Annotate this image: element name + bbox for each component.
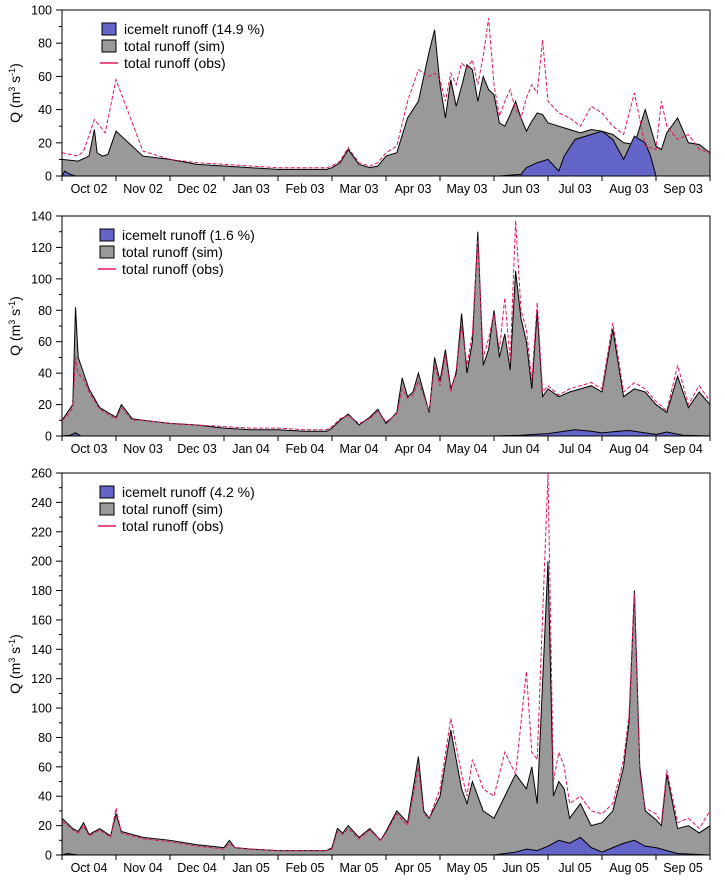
x-tick-label: Oct 04: [71, 861, 108, 875]
y-tick-label: 80: [38, 731, 52, 745]
legend-sim-swatch: [99, 502, 115, 516]
icemelt-runoff-area: [62, 131, 710, 176]
sim-runoff-area: [62, 231, 710, 436]
x-tick-label: Jan 04: [232, 442, 270, 456]
chart-panel-3: 0 20 40 60 80 100 120 140 160 180 200 220 240 260 Oct …: [7, 467, 711, 875]
y-tick-label: 100: [31, 702, 52, 716]
x-tick-label: May 05: [447, 861, 488, 875]
icemelt-runoff-area: [62, 837, 710, 855]
y-tick-label: 0: [45, 170, 52, 184]
obs-runoff-line: [61, 472, 711, 852]
x-tick-label: Mar 05: [340, 861, 379, 875]
y-tick-label: 220: [31, 525, 52, 539]
y-tick-label: 260: [31, 467, 52, 481]
y-tick-label: 100: [31, 4, 52, 18]
x-tick-label: Apr 03: [395, 182, 432, 196]
y-tick-label: 140: [31, 643, 52, 657]
legend-icemelt-swatch: [99, 485, 115, 499]
x-tick-label: Mar 03: [340, 182, 379, 196]
x-tick-label: Dec 02: [177, 182, 217, 196]
sim-runoff-area: [62, 561, 710, 855]
x-tick-label: May 04: [447, 442, 488, 456]
x-tick-label: Dec 04: [177, 861, 217, 875]
y-tick-label: 120: [31, 672, 52, 686]
y-tick-label: 100: [31, 272, 52, 286]
x-tick-label: Dec 03: [177, 442, 217, 456]
sim-runoff-area: [62, 29, 710, 177]
x-tick-label: Sep 04: [663, 442, 703, 456]
y-tick-label: 60: [38, 70, 52, 84]
x-tick-label: Feb 04: [286, 442, 325, 456]
chart-panel-2: 0 20 40 60 80 100 120 140 Oct 03 Nov 03 Dec 03 Jan …: [7, 210, 711, 456]
sim-runoff-outline: [61, 561, 711, 852]
y-tick-label: 200: [31, 555, 52, 569]
sim-runoff-outline: [61, 231, 711, 432]
legend-sim-label: total runoff (sim): [122, 501, 223, 517]
legend-sim-label: total runoff (sim): [122, 244, 223, 260]
x-tick-label: Jun 03: [502, 182, 540, 196]
x-tick-label: Aug 03: [609, 182, 649, 196]
y-tick-label: 20: [38, 398, 52, 412]
x-tick-label: Jul 05: [558, 861, 591, 875]
x-tick-label: Sep 03: [663, 182, 703, 196]
y-tick-label: 240: [31, 496, 52, 510]
x-tick-label: Nov 04: [123, 861, 163, 875]
legend-sim-swatch: [101, 39, 117, 53]
legend-obs-label: total runoff (obs): [122, 261, 224, 277]
y-tick-label: 40: [38, 103, 52, 117]
legend-icemelt-swatch: [99, 228, 115, 242]
y-tick-label: 140: [31, 210, 52, 224]
legend-sim-swatch: [99, 245, 115, 259]
y-tick-label: 20: [38, 819, 52, 833]
y-tick-label: 0: [45, 849, 52, 863]
y-tick-label: 80: [38, 304, 52, 318]
y-tick-label: 40: [38, 367, 52, 381]
x-tick-label: Mar 04: [340, 442, 379, 456]
icemelt-runoff-area: [62, 429, 710, 436]
x-tick-label: Sep 05: [663, 861, 703, 875]
y-axis-label: Q (m3 s-1): [7, 634, 23, 694]
x-tick-label: Apr 04: [395, 442, 432, 456]
y-tick-label: 60: [38, 760, 52, 774]
legend-obs-label: total runoff (obs): [124, 55, 226, 71]
y-tick-label: 180: [31, 584, 52, 598]
obs-runoff-line: [61, 18, 711, 169]
x-tick-label: Nov 02: [123, 182, 163, 196]
legend-icemelt-label: icemelt runoff (4.2 %): [122, 484, 255, 500]
x-tick-label: Jul 03: [558, 182, 591, 196]
y-axis-label: Q (m3 s-1): [7, 63, 23, 123]
y-tick-label: 40: [38, 790, 52, 804]
x-tick-label: Feb 05: [286, 861, 325, 875]
x-tick-label: Feb 03: [286, 182, 325, 196]
x-tick-label: Nov 03: [123, 442, 163, 456]
x-tick-label: Aug 04: [609, 442, 649, 456]
legend-obs-label: total runoff (obs): [122, 518, 224, 534]
y-tick-label: 0: [45, 430, 52, 444]
legend-icemelt-label: icemelt runoff (14.9 %): [124, 21, 265, 37]
x-tick-label: Apr 05: [395, 861, 432, 875]
y-tick-label: 160: [31, 613, 52, 627]
x-tick-label: Jan 05: [232, 861, 270, 875]
y-tick-label: 20: [38, 136, 52, 150]
obs-runoff-line: [61, 220, 711, 431]
y-tick-label: 80: [38, 37, 52, 51]
x-tick-label: Jun 05: [502, 861, 540, 875]
x-tick-label: Jan 03: [232, 182, 270, 196]
x-tick-label: Jul 04: [558, 442, 591, 456]
legend-sim-label: total runoff (sim): [124, 38, 225, 54]
x-tick-label: May 03: [447, 182, 488, 196]
y-tick-label: 120: [31, 241, 52, 255]
x-tick-label: Oct 02: [71, 182, 108, 196]
y-axis-label: Q (m3 s-1): [7, 296, 23, 356]
x-tick-label: Jun 04: [502, 442, 540, 456]
y-tick-label: 60: [38, 335, 52, 349]
x-tick-label: Aug 05: [609, 861, 649, 875]
chart-panel-1: 0 20 40 60 80 100 Oct 02 Nov 02 Dec 02 Jan 03 Feb …: [7, 4, 711, 196]
legend-icemelt-swatch: [101, 22, 117, 36]
legend-icemelt-label: icemelt runoff (1.6 %): [122, 227, 255, 243]
sim-runoff-outline: [61, 29, 711, 170]
x-tick-label: Oct 03: [71, 442, 108, 456]
